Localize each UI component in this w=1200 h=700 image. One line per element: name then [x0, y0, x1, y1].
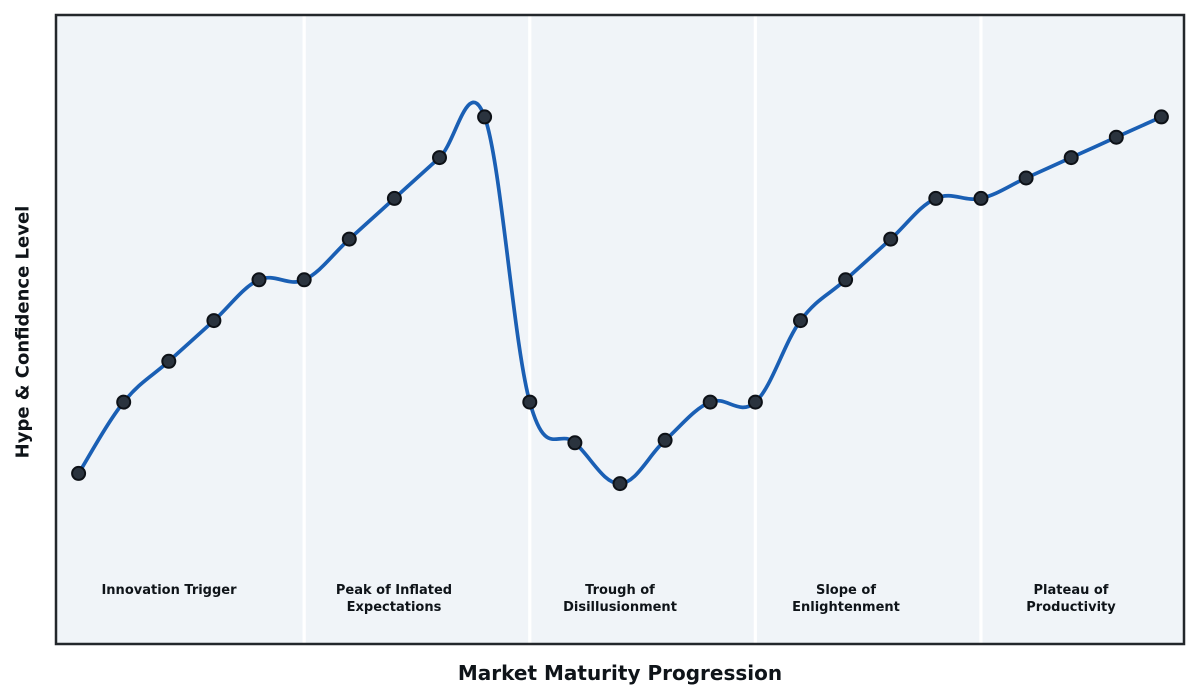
data-point — [1108, 129, 1124, 145]
data-point — [612, 476, 628, 492]
data-points — [71, 109, 1169, 492]
data-point — [973, 190, 989, 206]
data-point — [116, 394, 132, 410]
data-point — [386, 190, 402, 206]
data-point — [432, 150, 447, 166]
data-point — [341, 231, 357, 247]
data-point — [928, 190, 944, 206]
data-point — [296, 272, 312, 288]
phase-dividers — [302, 16, 983, 643]
data-point — [71, 465, 87, 481]
data-point — [702, 394, 718, 410]
data-point — [251, 272, 267, 288]
data-point — [883, 231, 899, 247]
y-axis-label: Hype & Confidence Level — [12, 205, 34, 459]
data-point — [1018, 170, 1034, 186]
data-point — [477, 109, 493, 125]
x-axis-label: Market Maturity Progression — [457, 661, 783, 685]
phase-label: Plateau of Productivity — [1026, 583, 1116, 615]
phase-label: Slope of Enlightenment — [792, 583, 900, 615]
data-point — [1153, 109, 1169, 125]
data-point — [657, 432, 673, 448]
data-point — [747, 394, 763, 410]
data-point — [793, 313, 808, 329]
plot-border — [54, 13, 1186, 646]
phase-label: Trough of Disillusionment — [563, 583, 677, 615]
data-point — [838, 272, 854, 288]
data-point — [1063, 150, 1079, 166]
data-point — [522, 394, 538, 410]
data-point — [161, 353, 177, 369]
data-point — [567, 435, 583, 451]
data-point — [206, 313, 222, 329]
plot-background — [56, 15, 1184, 644]
phase-label: Peak of Inflated Expectations — [335, 583, 453, 615]
phase-label: Innovation Trigger — [101, 583, 237, 598]
